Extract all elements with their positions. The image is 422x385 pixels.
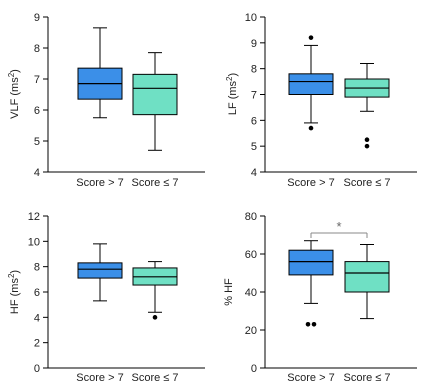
chart-panel-2: 4 5 6 7 8 9 10 LF (ms2) Score > 7 Score ≤ 7 xyxy=(225,12,417,189)
x-category-label: Score ≤ 7 xyxy=(131,372,178,384)
y-tick-label: 8 xyxy=(34,262,40,274)
y-tick-label: 9 xyxy=(251,38,257,50)
box-2 xyxy=(344,63,390,149)
y-tick-label: 10 xyxy=(28,236,40,248)
box-1 xyxy=(288,35,334,131)
y-tick-label: 5 xyxy=(34,136,40,148)
outlier-point xyxy=(308,125,314,131)
box-1 xyxy=(288,240,334,327)
y-tick-label: 5 xyxy=(251,141,257,153)
box-1 xyxy=(77,27,123,119)
box-iqr xyxy=(77,262,123,279)
y-axis-label: % HF xyxy=(223,278,235,306)
y-tick-label: 4 xyxy=(251,167,257,179)
outlier-point xyxy=(311,322,317,327)
outlier-point xyxy=(305,322,311,327)
y-tick-label: 6 xyxy=(251,115,257,127)
y-tick-label: 6 xyxy=(34,105,40,117)
y-tick-label: 2 xyxy=(34,338,40,350)
y-tick-label: 7 xyxy=(34,74,40,86)
chart-panel-3: 0 2 4 6 8 10 12 HF (ms2) Score > 7 Score ≤ 7 xyxy=(7,211,205,384)
y-tick-label: 0 xyxy=(34,363,40,375)
y-tick-label: 6 xyxy=(34,287,40,299)
outlier-point xyxy=(308,35,314,40)
y-tick-label: 40 xyxy=(245,287,257,299)
box-1 xyxy=(77,243,123,302)
outlier-point xyxy=(364,137,370,143)
y-axis-label: HF (ms2) xyxy=(7,270,22,314)
y-axis-label: LF (ms2) xyxy=(225,73,240,115)
x-category-label: Score ≤ 7 xyxy=(343,177,390,189)
x-category-label: Score ≤ 7 xyxy=(343,372,390,384)
x-category-label: Score > 7 xyxy=(287,372,334,384)
box-iqr xyxy=(288,73,334,96)
y-tick-label: 7 xyxy=(251,90,257,102)
outlier-point xyxy=(364,143,370,149)
y-tick-label: 4 xyxy=(34,167,40,179)
chart-panel-1: 4 5 6 7 8 9 VLF (ms2) Score > 7 Score ≤ 7 xyxy=(7,12,205,189)
y-tick-label: 4 xyxy=(34,312,40,324)
y-axis-label: VLF (ms2) xyxy=(7,69,22,119)
x-category-label: Score ≤ 7 xyxy=(131,177,178,189)
x-category-label: Score > 7 xyxy=(76,372,123,384)
box-2 xyxy=(132,52,178,151)
box-2 xyxy=(132,261,178,320)
box-2 xyxy=(344,244,390,320)
y-tick-label: 0 xyxy=(251,363,257,375)
box-iqr xyxy=(132,73,178,116)
y-tick-label: 10 xyxy=(245,12,257,24)
box-iqr xyxy=(344,261,390,293)
outlier-point xyxy=(152,315,158,320)
y-tick-label: 12 xyxy=(28,211,40,223)
x-category-label: Score > 7 xyxy=(287,177,334,189)
box-iqr xyxy=(288,249,334,276)
chart-panel-4: 0 20 40 60 80 % HF Score > 7 Score ≤ 7 * xyxy=(223,211,417,384)
x-category-label: Score > 7 xyxy=(76,177,123,189)
y-tick-label: 60 xyxy=(245,249,257,261)
y-tick-label: 9 xyxy=(34,12,40,24)
y-tick-label: 80 xyxy=(245,211,257,223)
y-tick-label: 20 xyxy=(245,325,257,337)
significance-star: * xyxy=(336,219,341,234)
y-tick-label: 8 xyxy=(34,43,40,55)
y-tick-label: 8 xyxy=(251,64,257,76)
